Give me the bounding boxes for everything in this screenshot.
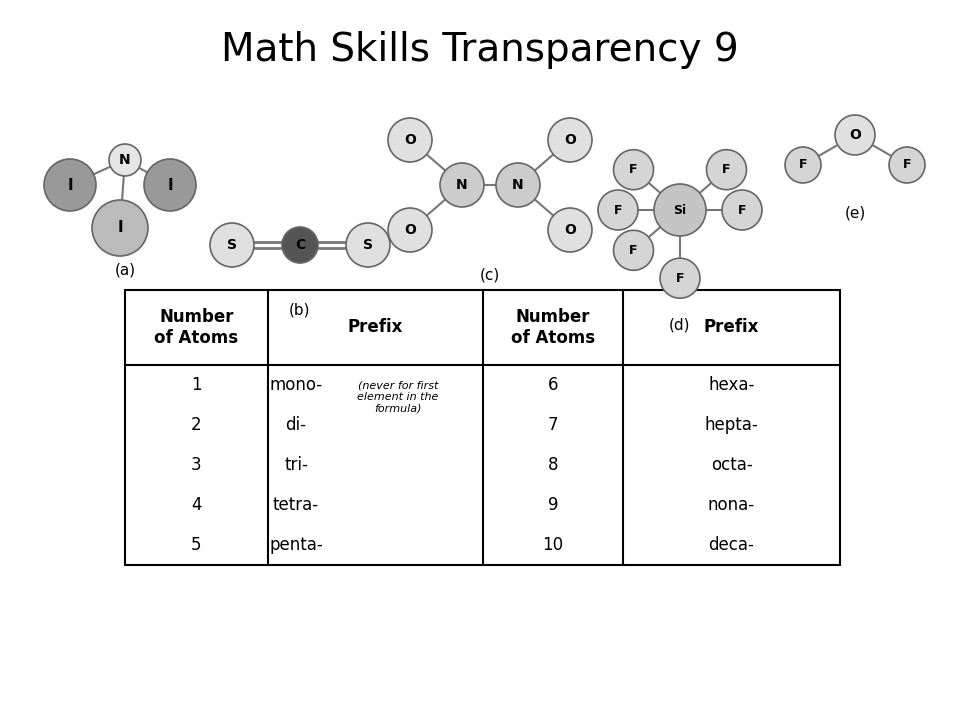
Text: hexa-: hexa- bbox=[708, 376, 755, 394]
Text: di-: di- bbox=[285, 416, 306, 434]
Text: Prefix: Prefix bbox=[348, 318, 403, 336]
Text: tetra-: tetra- bbox=[273, 496, 319, 514]
Circle shape bbox=[660, 258, 700, 298]
Circle shape bbox=[92, 200, 148, 256]
Circle shape bbox=[388, 208, 432, 252]
Circle shape bbox=[282, 227, 318, 263]
Text: I: I bbox=[117, 220, 123, 235]
Text: 4: 4 bbox=[191, 496, 202, 514]
Text: 2: 2 bbox=[191, 416, 202, 434]
Circle shape bbox=[889, 147, 925, 183]
Circle shape bbox=[109, 144, 141, 176]
Text: (e): (e) bbox=[845, 205, 866, 220]
Text: 1: 1 bbox=[191, 376, 202, 394]
Text: 9: 9 bbox=[548, 496, 559, 514]
Circle shape bbox=[598, 190, 638, 230]
Circle shape bbox=[440, 163, 484, 207]
Text: F: F bbox=[902, 158, 911, 171]
Text: F: F bbox=[676, 271, 684, 284]
Circle shape bbox=[722, 190, 762, 230]
Circle shape bbox=[548, 118, 592, 162]
Circle shape bbox=[654, 184, 706, 236]
Text: O: O bbox=[404, 133, 416, 147]
Text: 5: 5 bbox=[191, 536, 202, 554]
Text: F: F bbox=[629, 244, 637, 257]
Text: mono-: mono- bbox=[270, 376, 323, 394]
Text: Number
of Atoms: Number of Atoms bbox=[155, 308, 239, 347]
Text: Si: Si bbox=[673, 204, 686, 217]
Circle shape bbox=[346, 223, 390, 267]
Text: 7: 7 bbox=[548, 416, 559, 434]
Circle shape bbox=[144, 159, 196, 211]
Text: O: O bbox=[564, 133, 576, 147]
Text: (b): (b) bbox=[289, 302, 311, 318]
Circle shape bbox=[44, 159, 96, 211]
Circle shape bbox=[210, 223, 254, 267]
Text: O: O bbox=[564, 223, 576, 237]
Text: F: F bbox=[799, 158, 807, 171]
Circle shape bbox=[388, 118, 432, 162]
Circle shape bbox=[548, 208, 592, 252]
Circle shape bbox=[613, 150, 654, 189]
Text: Math Skills Transparency 9: Math Skills Transparency 9 bbox=[221, 31, 739, 69]
Text: nona-: nona- bbox=[708, 496, 756, 514]
Text: (c): (c) bbox=[480, 268, 500, 282]
Text: F: F bbox=[613, 204, 622, 217]
Text: 6: 6 bbox=[548, 376, 559, 394]
Text: O: O bbox=[404, 223, 416, 237]
Circle shape bbox=[613, 230, 654, 270]
Text: I: I bbox=[167, 178, 173, 192]
Text: F: F bbox=[737, 204, 746, 217]
Text: S: S bbox=[227, 238, 237, 252]
Circle shape bbox=[835, 115, 875, 155]
Text: 3: 3 bbox=[191, 456, 202, 474]
Text: 10: 10 bbox=[542, 536, 564, 554]
Text: tri-: tri- bbox=[284, 456, 308, 474]
Text: (a): (a) bbox=[114, 263, 135, 277]
Bar bbox=[125, 290, 840, 565]
Text: hepta-: hepta- bbox=[705, 416, 758, 434]
Text: F: F bbox=[722, 163, 731, 176]
Text: N: N bbox=[456, 178, 468, 192]
Circle shape bbox=[707, 150, 747, 189]
Text: O: O bbox=[849, 128, 861, 142]
Text: (never for first
element in the
formula): (never for first element in the formula) bbox=[357, 380, 439, 413]
Text: C: C bbox=[295, 238, 305, 252]
Text: Number
of Atoms: Number of Atoms bbox=[511, 308, 595, 347]
Text: N: N bbox=[513, 178, 524, 192]
Circle shape bbox=[785, 147, 821, 183]
Text: 8: 8 bbox=[548, 456, 559, 474]
Text: octa-: octa- bbox=[710, 456, 753, 474]
Text: F: F bbox=[629, 163, 637, 176]
Text: penta-: penta- bbox=[269, 536, 323, 554]
Text: N: N bbox=[119, 153, 131, 167]
Text: S: S bbox=[363, 238, 373, 252]
Text: (d): (d) bbox=[669, 318, 691, 333]
Circle shape bbox=[496, 163, 540, 207]
Text: I: I bbox=[67, 178, 73, 192]
Text: deca-: deca- bbox=[708, 536, 755, 554]
Text: Prefix: Prefix bbox=[704, 318, 759, 336]
